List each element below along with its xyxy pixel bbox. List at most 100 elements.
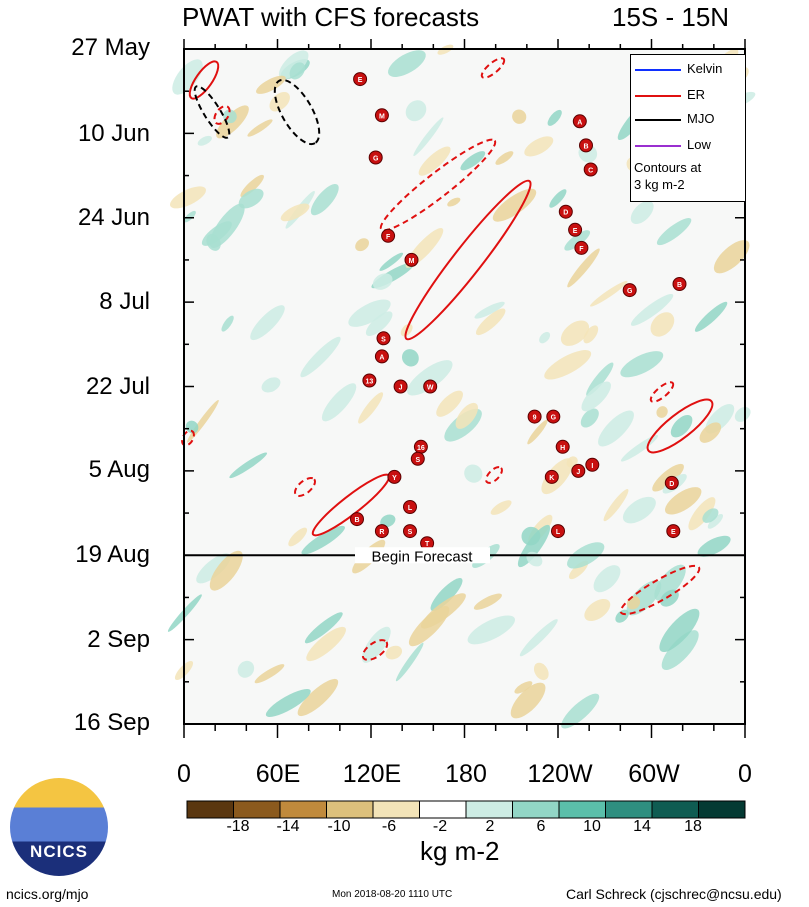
storm-marker bbox=[374, 524, 389, 539]
pwat-anomaly-blob bbox=[301, 525, 345, 555]
legend-kelvin: Kelvin bbox=[635, 61, 722, 76]
colorbar-swatch bbox=[326, 800, 374, 819]
pwat-anomaly-blob bbox=[254, 664, 285, 684]
storm-label: A bbox=[577, 119, 582, 126]
legend-mjo-swatch bbox=[635, 118, 681, 121]
pwat-anomaly-blob bbox=[413, 117, 444, 157]
storm-label: T bbox=[425, 541, 430, 548]
colorbar-label: 18 bbox=[684, 818, 702, 835]
pwat-anomaly-blob bbox=[664, 487, 702, 515]
storm-label: I bbox=[591, 463, 593, 470]
y-tick-label: 2 Sep bbox=[87, 626, 150, 653]
pwat-anomaly-blob bbox=[361, 626, 391, 663]
colorbar-swatch bbox=[512, 800, 560, 819]
storm-marker bbox=[374, 108, 389, 123]
storm-label: R bbox=[379, 529, 384, 536]
pwat-anomaly-blob bbox=[581, 381, 611, 412]
y-tick-label: 27 May bbox=[71, 34, 150, 61]
y-tick-label: 8 Jul bbox=[99, 288, 150, 315]
pwat-anomaly-blob bbox=[510, 682, 546, 719]
pwat-anomaly-blob bbox=[240, 174, 264, 198]
colorbar-swatch bbox=[372, 800, 420, 819]
pwat-anomaly-blob bbox=[169, 186, 207, 209]
pwat-anomaly-blob bbox=[238, 188, 264, 209]
pwat-anomaly-blob bbox=[670, 414, 693, 438]
legend-er: ER bbox=[635, 87, 705, 102]
pwat-anomaly-blob bbox=[713, 240, 750, 274]
pwat-anomaly-blob bbox=[395, 642, 424, 682]
storm-label: B bbox=[354, 517, 359, 524]
storm-label: J bbox=[399, 385, 403, 392]
pwat-anomaly-blob bbox=[261, 377, 281, 393]
storm-label: 13 bbox=[366, 379, 374, 386]
storm-label: E bbox=[573, 228, 578, 235]
pwat-anomaly-blob bbox=[280, 203, 310, 222]
pwat-anomaly-blob bbox=[527, 419, 548, 445]
pwat-anomaly-blob bbox=[385, 645, 403, 660]
y-tick-label: 22 Jul bbox=[85, 373, 150, 400]
pwat-anomaly-blob bbox=[418, 146, 451, 176]
storm-label: J bbox=[576, 469, 580, 476]
pwat-anomaly-blob bbox=[519, 619, 558, 657]
mjo-contour bbox=[273, 78, 321, 146]
colorbar-swatch bbox=[558, 800, 606, 819]
colorbar-label: 2 bbox=[485, 818, 495, 835]
pwat-anomaly-blob bbox=[289, 62, 305, 80]
colorbar-label: -2 bbox=[432, 818, 448, 835]
pwat-anomaly-blob bbox=[620, 351, 664, 378]
colorbar-swatch bbox=[233, 800, 281, 819]
pwat-anomaly-blob bbox=[269, 91, 290, 112]
storm-marker bbox=[393, 379, 408, 394]
pwat-anomaly-blob bbox=[492, 188, 537, 222]
y-tick-label: 19 Aug bbox=[75, 541, 150, 568]
forecast-label-bg bbox=[355, 547, 490, 564]
legend-low-swatch bbox=[635, 144, 681, 147]
pwat-anomaly-blob bbox=[630, 200, 654, 225]
colorbar-swatch bbox=[186, 800, 234, 819]
pwat-anomaly-blob bbox=[659, 608, 700, 653]
storm-marker bbox=[381, 228, 396, 243]
region-label: 15S - 15N bbox=[612, 2, 730, 32]
pwat-anomaly-blob bbox=[185, 420, 199, 434]
legend-er-label: ER bbox=[687, 87, 706, 102]
legend-mjo: MJO bbox=[635, 111, 714, 126]
colorbar-swatch bbox=[279, 800, 327, 819]
storm-label: M bbox=[409, 258, 415, 265]
pwat-anomaly-blob bbox=[514, 681, 533, 694]
pwat-anomaly-blob bbox=[656, 218, 692, 246]
pwat-anomaly-blob bbox=[524, 136, 554, 157]
pwat-anomaly-blob bbox=[401, 349, 419, 367]
x-tick-label: 0 bbox=[738, 760, 752, 788]
pwat-anomaly-blob bbox=[603, 489, 629, 522]
colorbar-swatch bbox=[651, 800, 699, 819]
pwat-anomaly-blob bbox=[297, 678, 339, 717]
pwat-anomaly-blob bbox=[221, 315, 234, 332]
pwat-anomaly-blob bbox=[593, 565, 621, 593]
pwat-anomaly-blob bbox=[707, 514, 724, 529]
storm-marker bbox=[403, 524, 417, 539]
pwat-anomaly-blob bbox=[265, 689, 311, 717]
pwat-anomaly-blob bbox=[358, 392, 384, 424]
pwat-anomaly-blob bbox=[229, 452, 268, 479]
pwat-anomaly-blob bbox=[306, 626, 346, 662]
pwat-anomaly-blob bbox=[474, 301, 505, 319]
pwat-anomaly-blob bbox=[300, 336, 341, 378]
storm-label: L bbox=[408, 505, 413, 512]
pwat-anomaly-blob bbox=[622, 496, 656, 524]
er-contour-dashed bbox=[649, 381, 675, 403]
storm-label: E bbox=[671, 529, 676, 536]
ncics-logo: NCICS bbox=[10, 778, 108, 876]
pwat-anomaly-blob bbox=[521, 526, 541, 546]
storm-label: C bbox=[588, 168, 593, 175]
footer-website[interactable]: ncics.org/mjo bbox=[6, 886, 89, 902]
pwat-anomaly-blob bbox=[549, 189, 567, 208]
pwat-anomaly-blob bbox=[694, 301, 728, 332]
pwat-anomaly-blob bbox=[512, 109, 527, 124]
storm-marker bbox=[666, 524, 681, 539]
storm-marker bbox=[558, 204, 573, 219]
pwat-anomaly-blob bbox=[304, 612, 343, 644]
storm-label: S bbox=[415, 457, 420, 464]
forecast-label: Begin Forecast bbox=[372, 548, 474, 565]
pwat-anomaly-blob bbox=[539, 331, 551, 344]
storm-marker bbox=[574, 240, 589, 255]
